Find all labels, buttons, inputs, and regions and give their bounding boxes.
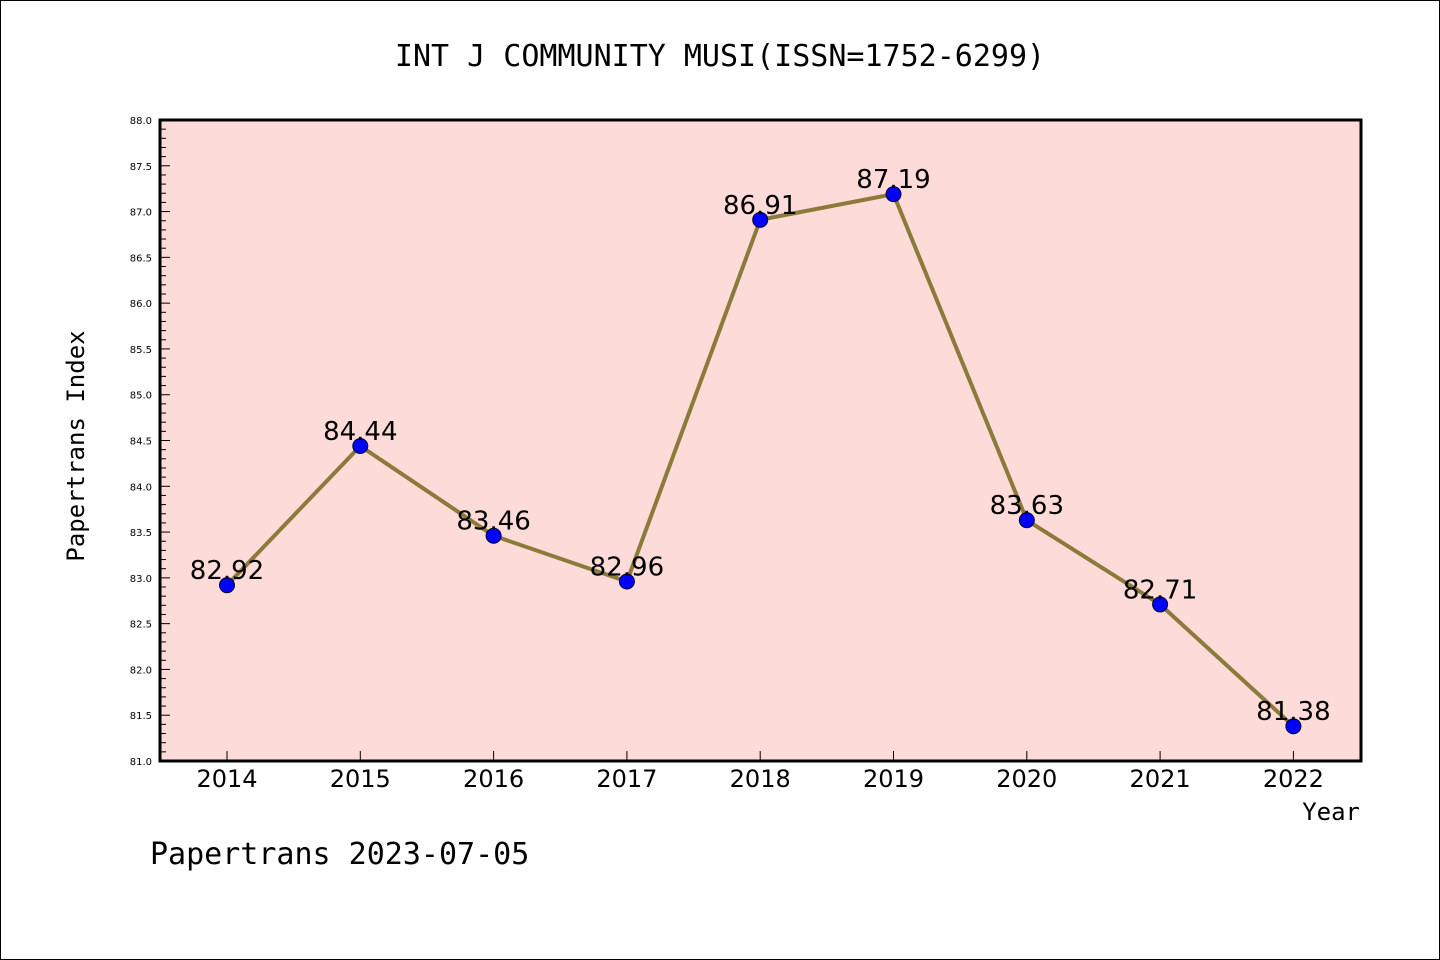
y-tick-label: 86.5 — [130, 253, 152, 264]
x-tick-label: 2017 — [596, 765, 657, 793]
data-point-2016 — [485, 527, 502, 544]
y-tick-label: 82.5 — [130, 620, 152, 631]
y-tick-label: 87.0 — [130, 208, 152, 219]
plot-border — [158, 118, 1363, 763]
x-axis-label: Year — [1302, 798, 1360, 826]
y-tick-label: 84.0 — [130, 482, 152, 493]
data-point-2022 — [1285, 718, 1302, 735]
data-label-2018: 86.91 — [723, 191, 797, 221]
x-tick-label: 2018 — [730, 765, 791, 793]
data-points — [219, 186, 1302, 735]
data-point-2018 — [752, 211, 769, 228]
y-tick-label: 87.5 — [130, 162, 152, 173]
chart-title: INT J COMMUNITY MUSI(ISSN=1752-6299) — [395, 39, 1045, 74]
x-tick-label: 2015 — [330, 765, 391, 793]
data-labels: 82.92 84.44 83.46 82.96 86.91 87.19 83.63 82.71… — [190, 165, 1331, 727]
y-tick-label: 85.0 — [130, 391, 152, 402]
data-label-2021: 82.71 — [1123, 575, 1197, 605]
x-tick-label: 2021 — [1130, 765, 1191, 793]
data-label-2017: 82.96 — [590, 553, 664, 583]
data-point-2019 — [885, 186, 902, 203]
x-tick-label: 2014 — [196, 765, 257, 793]
y-axis: 81.0 81.5 82.0 82.5 83.0 83.5 84.0 84.5 85.0 85.5… — [130, 116, 170, 768]
x-tick-label: 2016 — [463, 765, 524, 793]
data-label-2022: 81.38 — [1256, 697, 1330, 727]
data-label-2015: 84.44 — [323, 417, 397, 447]
y-tick-label: 85.5 — [130, 345, 152, 356]
y-tick-label: 88.0 — [130, 116, 152, 127]
data-label-2016: 83.46 — [456, 507, 530, 537]
x-tick-label: 2022 — [1263, 765, 1324, 793]
data-label-2014: 82.92 — [190, 556, 264, 586]
y-tick-label: 86.0 — [130, 299, 152, 310]
x-axis: 2014 2015 2016 2017 2018 2019 2020 2021 2022 — [196, 751, 1324, 793]
data-label-2020: 83.63 — [990, 491, 1064, 521]
footer-text: Papertrans 2023-07-05 — [150, 837, 529, 872]
y-axis-label: Papertrans Index — [62, 330, 90, 561]
data-point-2021 — [1152, 596, 1169, 613]
x-tick-label: 2019 — [863, 765, 924, 793]
y-tick-label: 83.0 — [130, 574, 152, 585]
y-tick-label: 83.5 — [130, 528, 152, 539]
data-point-2020 — [1018, 512, 1035, 529]
x-tick-label: 2020 — [996, 765, 1057, 793]
data-label-2019: 87.19 — [856, 165, 930, 195]
y-tick-label: 81.5 — [130, 711, 152, 722]
data-point-2015 — [352, 437, 369, 454]
data-point-2017 — [618, 573, 635, 590]
y-tick-label: 84.5 — [130, 437, 152, 448]
y-tick-label: 82.0 — [130, 665, 152, 676]
y-tick-label: 81.0 — [130, 757, 152, 768]
data-point-2014 — [219, 577, 235, 594]
